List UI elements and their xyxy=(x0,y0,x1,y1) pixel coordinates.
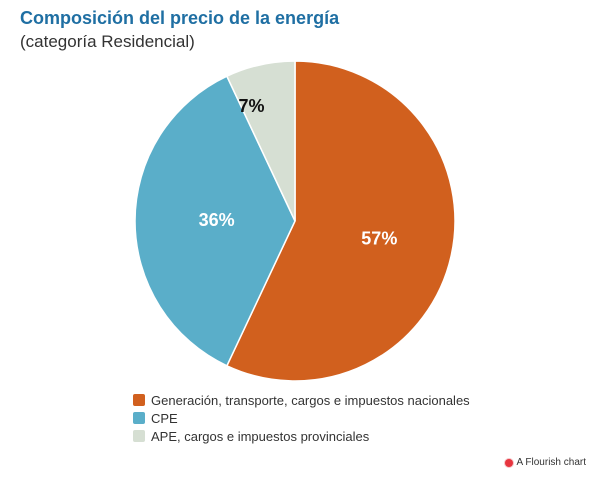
flourish-icon xyxy=(504,458,513,467)
pie-labels: 57% 36% 7% xyxy=(199,96,398,249)
chart-subtitle: (categoría Residencial) xyxy=(20,32,195,51)
pie-slice-0[interactable] xyxy=(225,60,456,382)
pie-label-1: 36% xyxy=(199,210,235,230)
legend-label: APE, cargos e impuestos provinciales xyxy=(151,428,370,444)
legend-swatch xyxy=(133,394,145,406)
pie-slice-1[interactable] xyxy=(134,75,296,367)
flourish-credit-text: A Flourish chart xyxy=(516,457,586,468)
legend-swatch xyxy=(133,412,145,424)
pie-label-2: 7% xyxy=(239,96,265,116)
legend-item-ape: APE, cargos e impuestos provinciales xyxy=(133,427,470,445)
flourish-credit[interactable]: A Flourish chart xyxy=(504,457,586,468)
legend-label: Generación, transporte, cargos e impuest… xyxy=(151,392,470,408)
legend-item-cpe: CPE xyxy=(133,409,470,427)
pie-slices xyxy=(134,60,456,382)
chart-title: Composición del precio de la energía xyxy=(20,8,340,28)
legend-swatch xyxy=(133,430,145,442)
legend-item-generation: Generación, transporte, cargos e impuest… xyxy=(133,391,470,409)
legend: Generación, transporte, cargos e impuest… xyxy=(133,391,470,445)
pie-label-0: 57% xyxy=(361,229,397,249)
pie-slice-2[interactable] xyxy=(225,60,296,222)
legend-label: CPE xyxy=(151,410,178,426)
